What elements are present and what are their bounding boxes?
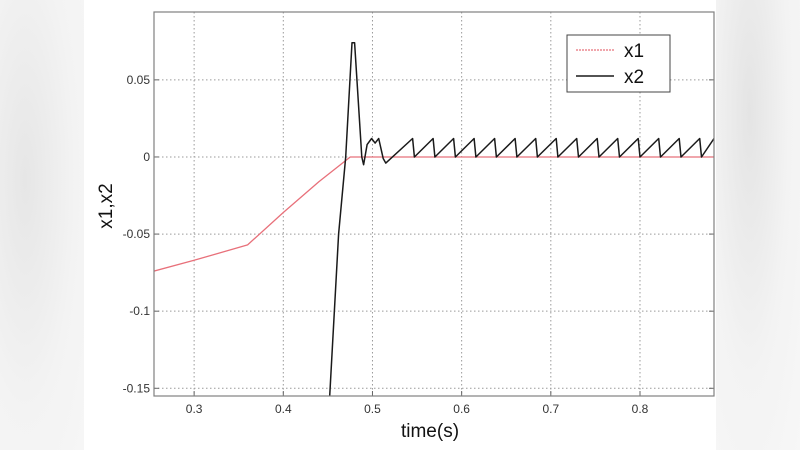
y-axis-label: x1,x2 bbox=[96, 183, 117, 228]
y-tick-label: -0.15 bbox=[123, 381, 151, 395]
axis-ticks: 0.3 0.4 0.5 0.6 0.7 0.8 0.05 0 -0.05 -0.1 -0.15 bbox=[123, 73, 714, 416]
x-tick-label: 0.6 bbox=[453, 402, 470, 416]
legend-x2-label: x2 bbox=[624, 67, 644, 88]
x-axis-label: time(s) bbox=[401, 421, 459, 442]
background-right bbox=[716, 0, 800, 450]
series-x2-line bbox=[328, 42, 714, 396]
x-tick-label: 0.5 bbox=[364, 402, 381, 416]
figure-canvas: 0.3 0.4 0.5 0.6 0.7 0.8 0.05 0 -0.05 -0.1 -0.15 x1… bbox=[84, 0, 716, 450]
x-tick-label: 0.7 bbox=[542, 402, 559, 416]
line-chart: 0.3 0.4 0.5 0.6 0.7 0.8 0.05 0 -0.05 -0.1 -0.15 x1… bbox=[96, 11, 715, 442]
y-tick-label: -0.1 bbox=[129, 304, 150, 318]
x-tick-label: 0.4 bbox=[275, 402, 292, 416]
y-tick-label: 0 bbox=[143, 150, 150, 164]
legend-box bbox=[566, 34, 671, 93]
y-tick-label: 0.05 bbox=[127, 73, 151, 87]
legend-x1-label: x1 bbox=[624, 41, 644, 62]
x-tick-label: 0.8 bbox=[632, 402, 649, 416]
series-x1-line bbox=[154, 156, 714, 272]
x-tick-label: 0.3 bbox=[186, 402, 203, 416]
plot-frame bbox=[153, 11, 715, 397]
plot-series bbox=[154, 42, 714, 396]
background-left bbox=[0, 0, 84, 450]
y-tick-label: -0.05 bbox=[123, 227, 151, 241]
legend: x1 x2 bbox=[566, 34, 671, 93]
